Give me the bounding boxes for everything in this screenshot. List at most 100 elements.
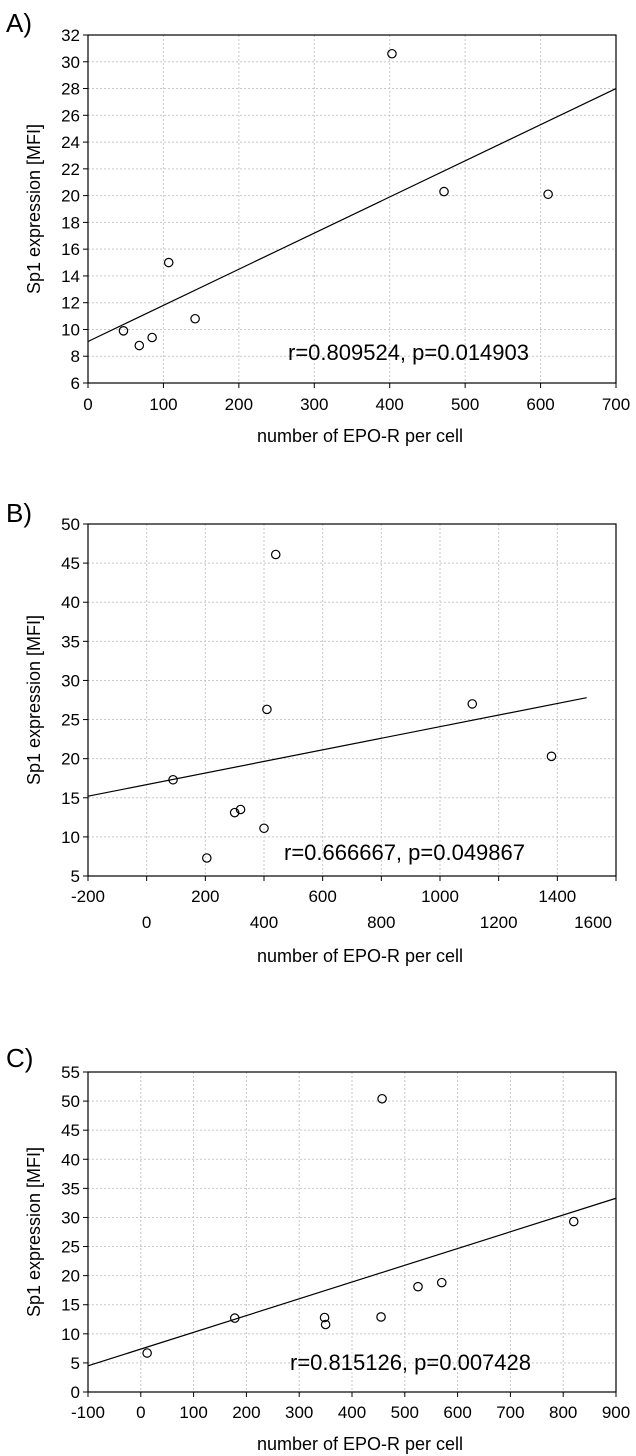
data-point [202,853,212,863]
y-tick-label: 24 [61,133,80,152]
panel-label: C) [6,1043,33,1073]
y-tick-label: 18 [61,213,80,232]
x-tick-label: 400 [250,913,278,932]
data-point [147,332,157,343]
panel-1: A) 6 8 10 12 14 16 18 20 22 24 26 28 30 32 0 100 200 300 40… [6,8,630,446]
data-point [543,189,553,200]
data-point [270,549,281,560]
x-tick-label: 200 [232,1403,260,1422]
plot-frame [87,523,617,877]
x-axis-label: number of EPO-R per cell [257,1434,463,1454]
x-tick-label: 900 [602,1403,630,1422]
y-tick-label: 40 [61,593,80,612]
panel-label: B) [6,498,32,528]
data-point [413,1281,423,1292]
data-point [262,704,272,715]
y-tick-label: 15 [61,789,80,808]
x-tick-label: 600 [526,395,554,414]
x-tick-label: 500 [451,395,479,414]
data-point [168,774,178,785]
data-point [568,1216,579,1227]
data-point [229,1313,240,1323]
x-tick-label: 700 [496,1403,524,1422]
y-tick-label: 15 [61,1296,80,1315]
data-point [546,751,557,762]
y-tick-label: 35 [61,632,80,651]
y-tick-label: 40 [61,1150,80,1169]
y-tick-label: 5 [71,1354,80,1373]
panel-2: B) 5 10 15 20 25 30 35 40 45 50 -200 200 600 1000 1400 0… [6,498,617,966]
data-point [235,804,246,815]
x-tick-label: 800 [549,1403,577,1422]
y-tick-label: 16 [61,240,80,259]
data-point [377,1093,387,1104]
data-point [387,48,397,59]
y-tick-label: 26 [61,106,80,125]
y-tick-label: 20 [61,750,80,769]
y-axis-label: Sp1 expression [MFI] [24,124,44,294]
data-point [118,325,129,336]
y-tick-label: 10 [61,320,80,339]
y-tick-label: 12 [61,294,80,313]
data-point [376,1312,386,1322]
x-tick-label: 700 [602,395,630,414]
y-tick-label: 45 [61,1121,80,1140]
panel-label: A) [6,8,32,38]
regression-line [87,1197,617,1367]
x-tick-label: 0 [142,913,151,932]
y-tick-label: 30 [61,53,80,72]
x-tick-label: 400 [376,395,404,414]
data-point [142,1348,152,1358]
y-tick-label: 5 [71,867,80,886]
y-axis-label: Sp1 expression [MFI] [24,1147,44,1317]
y-tick-label: 22 [61,160,80,179]
y-tick-label: 32 [61,26,80,45]
x-tick-label: 600 [443,1403,471,1422]
x-tick-label: 1400 [538,887,576,906]
correlation-annotation: r=0.809524, p=0.014903 [288,340,529,365]
x-tick-label: 100 [149,395,177,414]
data-point [319,1312,330,1323]
x-tick-label: 500 [391,1403,419,1422]
x-tick-label: 400 [338,1403,366,1422]
y-tick-label: 50 [61,1092,80,1111]
y-tick-label: 8 [71,347,80,366]
x-tick-label: 600 [308,887,336,906]
y-tick-label: 25 [61,1238,80,1257]
data-point [467,699,478,709]
y-axis-label: Sp1 expression [MFI] [24,615,44,785]
x-tick-label: 1000 [421,887,459,906]
y-tick-label: 20 [61,1267,80,1286]
y-tick-label: 45 [61,554,80,573]
x-tick-label: 300 [300,395,328,414]
y-tick-label: 20 [61,187,80,206]
x-tick-label: -100 [71,1403,105,1422]
x-tick-label: 0 [83,395,92,414]
x-tick-label: 1600 [574,913,612,932]
y-tick-label: 10 [61,1325,80,1344]
y-tick-label: 50 [61,515,80,534]
x-axis-label: number of EPO-R per cell [257,426,463,446]
x-tick-label: 200 [225,395,253,414]
y-tick-label: 30 [61,1208,80,1227]
data-point [436,1277,447,1288]
data-point [320,1319,331,1330]
data-point [134,340,145,351]
regression-line [87,87,617,343]
correlation-annotation: r=0.666667, p=0.049867 [284,840,525,865]
y-tick-label: 35 [61,1179,80,1198]
x-tick-label: 300 [285,1403,313,1422]
data-point [259,823,269,834]
x-tick-label: -200 [71,887,105,906]
y-tick-label: 6 [71,374,80,393]
data-point [229,807,240,818]
correlation-annotation: r=0.815126, p=0.007428 [290,1350,531,1375]
data-point [439,186,449,197]
data-point [163,257,174,268]
data-point [190,313,200,324]
y-tick-label: 30 [61,671,80,690]
y-tick-label: 10 [61,828,80,847]
y-tick-label: 25 [61,711,80,730]
x-tick-label: 200 [191,887,219,906]
